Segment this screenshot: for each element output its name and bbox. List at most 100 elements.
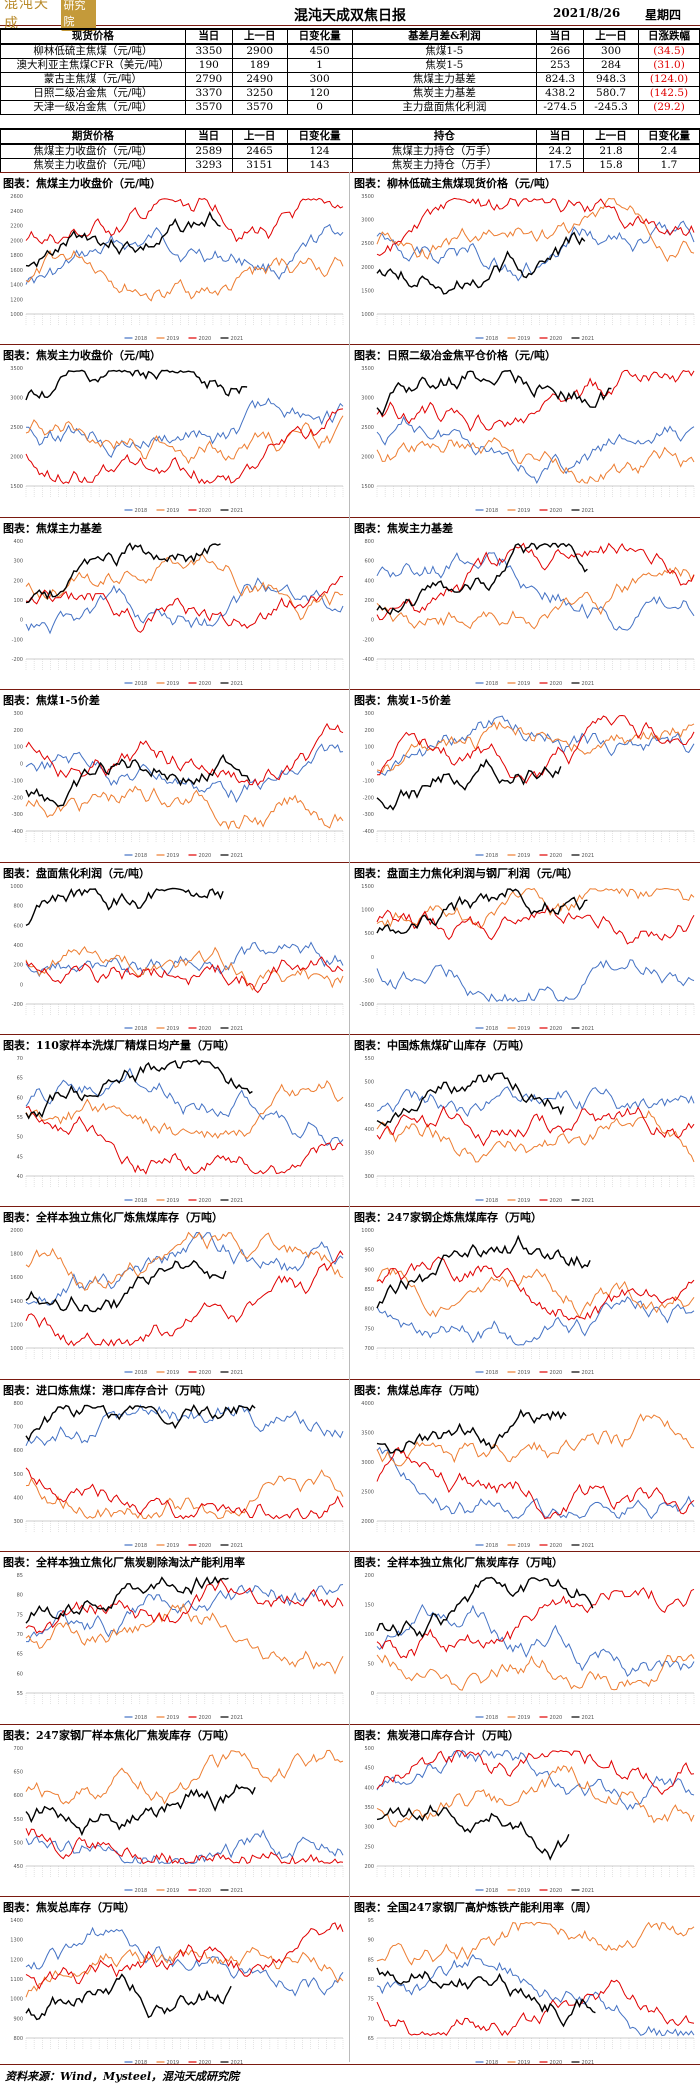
report-date: 2021/8/26	[553, 6, 621, 20]
y-tick-label: 4000	[361, 1401, 374, 1407]
legend-label: 2019	[167, 853, 180, 859]
legend-label: 2018	[486, 1198, 499, 1204]
series-line	[376, 1072, 565, 1127]
table-cell-name2: 主力盘面焦化利润	[351, 100, 538, 115]
chart-plot: 800 700 600 500 400 300 2018 2019 2020 2021	[13, 1401, 344, 1549]
chart-plot: 70 65 60 55 50 45 40 2018 2019 2020 2021	[17, 1056, 344, 1204]
chart-panel: 图表：柳林低硫主焦煤现货价格（元/吨） 3500 3000 2500 2000 1500 1…	[351, 174, 700, 346]
chart-legend: 2018 2019 2020 2021	[475, 1198, 594, 1204]
chart-legend: 2018 2019 2020 2021	[124, 1370, 244, 1376]
row-divider	[0, 1378, 700, 1380]
chart-panel: 图表：焦煤主力收盘价（元/吨） 2600 2400 2200 2000 1800 1600 1…	[0, 174, 349, 346]
y-tick-label: 1400	[10, 1299, 23, 1305]
chart-plot: 85 80 75 70 65 60 55 2018 2019 2020 2021	[17, 1573, 344, 1721]
chart-plot: 1000 950 900 850 800 750 700 2018 2019 2020 2021	[361, 1228, 695, 1376]
y-tick-label: 1200	[10, 1323, 23, 1329]
y-tick-label: -200	[12, 1002, 23, 1008]
legend-label: 2021	[582, 1888, 595, 1894]
y-tick-label: 100	[364, 745, 374, 751]
legend-label: 2018	[135, 1198, 148, 1204]
y-tick-label: 3000	[361, 396, 374, 402]
legend-label: 2019	[518, 681, 531, 687]
y-tick-label: 550	[13, 1816, 23, 1822]
series-line	[376, 1256, 695, 1321]
series-line	[376, 437, 695, 485]
y-tick-label: 70	[368, 2016, 374, 2022]
y-tick-label: 900	[364, 1268, 374, 1274]
legend-label: 2018	[135, 1888, 148, 1894]
y-tick-label: 550	[364, 1056, 374, 1062]
legend-label: 2018	[135, 2060, 148, 2066]
y-tick-label: 55	[17, 1691, 23, 1697]
row-divider	[0, 1896, 700, 1897]
table-cell-cur2: 24.2	[536, 143, 585, 159]
legend-label: 2020	[550, 336, 563, 342]
table-cell-name: 蒙古主焦煤（元/吨）	[0, 72, 186, 87]
y-tick-label: 65	[17, 1652, 23, 1658]
y-tick-label: 70	[17, 1632, 23, 1638]
series-line	[25, 1231, 344, 1292]
table-cell-chg2: 1.7	[638, 158, 700, 173]
table-cell-prev2: 948.3	[583, 72, 640, 87]
table-cell-chg2: (124.0)	[638, 72, 700, 87]
y-tick-label: 800	[364, 1307, 374, 1313]
chart-plot: 3500 3000 2500 2000 1500 2018 2019 2020 2021	[361, 366, 695, 514]
y-tick-label: 1000	[10, 1346, 23, 1352]
legend-label: 2020	[199, 508, 212, 514]
y-tick-label: 350	[364, 1150, 374, 1156]
y-tick-label: 200	[364, 598, 374, 604]
chart-legend: 2018 2019 2020 2021	[475, 853, 594, 859]
series-line	[376, 370, 612, 417]
table-cell-prev: 3151	[231, 158, 288, 173]
series-line	[376, 1979, 695, 2037]
series-line	[25, 1578, 344, 1634]
table-header-cell: 现货价格	[0, 28, 186, 45]
table-row: 焦炭主力收盘价（元/吨） 3293 3151 143 焦炭主力持仓（万手） 17.5 15.…	[0, 158, 700, 173]
chart-panel: 图表：247家钢厂样本焦化厂焦炭库存（万吨） 700 650 600 550 500 450…	[0, 1726, 349, 1898]
series-line	[25, 1468, 344, 1519]
table-cell-name2: 焦煤主力持仓（万手）	[351, 143, 538, 159]
y-tick-label: -100	[12, 637, 23, 643]
series-line	[25, 1576, 229, 1624]
y-tick-label: 1000	[361, 1228, 374, 1234]
chart-legend: 2018 2019 2020 2021	[475, 508, 594, 514]
y-tick-label: 700	[13, 1424, 23, 1430]
y-tick-label: 55	[17, 1115, 23, 1121]
y-tick-label: 500	[364, 1746, 374, 1752]
legend-label: 2018	[486, 1888, 499, 1894]
series-line	[25, 197, 344, 245]
table-cell-prev2: 15.8	[583, 158, 640, 173]
y-tick-label: 850	[364, 1287, 374, 1293]
legend-label: 2021	[582, 1026, 595, 1032]
chart-panel: 图表：焦煤总库存（万吨） 4000 3500 3000 2500 2000 2018 2019…	[351, 1381, 700, 1553]
y-tick-label: 2600	[10, 194, 23, 200]
y-tick-label: 3000	[361, 218, 374, 224]
table-header-cell: 期货价格	[0, 128, 186, 145]
chart-plot: 500 450 400 350 300 250 200 2018 2019 2020 2021	[364, 1746, 695, 1894]
y-tick-label: 1000	[10, 1997, 23, 2003]
legend-label: 2019	[167, 336, 180, 342]
legend-label: 2018	[486, 1543, 499, 1549]
legend-label: 2019	[167, 1715, 180, 1721]
table-cell-prev2: -245.3	[583, 100, 640, 115]
y-tick-label: -200	[363, 795, 374, 801]
legend-label: 2020	[550, 1543, 563, 1549]
chart-panel: 图表：全样本独立焦化厂炼焦煤库存（万吨） 2000 1800 1600 1400 1200…	[0, 1208, 349, 1380]
y-tick-label: 100	[13, 598, 23, 604]
legend-label: 2021	[231, 508, 244, 514]
y-tick-label: 3500	[361, 194, 374, 200]
legend-label: 2021	[231, 1370, 244, 1376]
chart-title: 图表：247家钢厂样本焦化厂焦炭库存（万吨）	[3, 1728, 235, 1742]
legend-label: 2019	[167, 1370, 180, 1376]
series-line	[376, 1267, 695, 1319]
y-tick-label: 2000	[10, 455, 23, 461]
series-line	[25, 1922, 344, 1990]
y-tick-label: 1600	[10, 268, 23, 274]
chart-legend: 2018 2019 2020 2021	[475, 2060, 594, 2066]
series-line	[25, 754, 251, 808]
table-header-cell: 基差月差&利润	[351, 28, 538, 45]
table-cell-cur: 3350	[184, 43, 233, 59]
table-cell-name: 澳大利亚主焦煤CFR（美元/吨）	[0, 58, 186, 73]
